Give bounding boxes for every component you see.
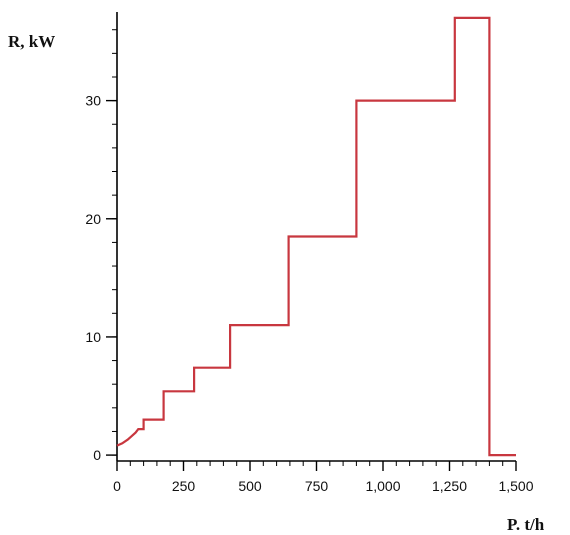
x-tick-label: 1,000 bbox=[365, 478, 400, 494]
y-tick-label: 30 bbox=[85, 93, 101, 109]
ticks bbox=[106, 29, 517, 471]
series bbox=[116, 16, 516, 457]
x-tick-label: 0 bbox=[113, 478, 121, 494]
x-tick-label: 250 bbox=[172, 478, 196, 494]
series-line bbox=[116, 16, 516, 457]
x-tick-label: 750 bbox=[305, 478, 329, 494]
y-tick-label: 10 bbox=[85, 329, 101, 345]
y-tick-label: 0 bbox=[93, 447, 101, 463]
x-tick-label: 500 bbox=[238, 478, 262, 494]
x-tick-label: 1,500 bbox=[498, 478, 533, 494]
x-axis-title: P. t/h bbox=[507, 515, 545, 534]
tick-labels: 0 250 500 750 1,000 1,250 1,500 0 10 20 30 bbox=[85, 93, 533, 494]
y-axis-title: R, kW bbox=[8, 32, 55, 51]
x-tick-label: 1,250 bbox=[432, 478, 467, 494]
y-tick-label: 20 bbox=[85, 211, 101, 227]
